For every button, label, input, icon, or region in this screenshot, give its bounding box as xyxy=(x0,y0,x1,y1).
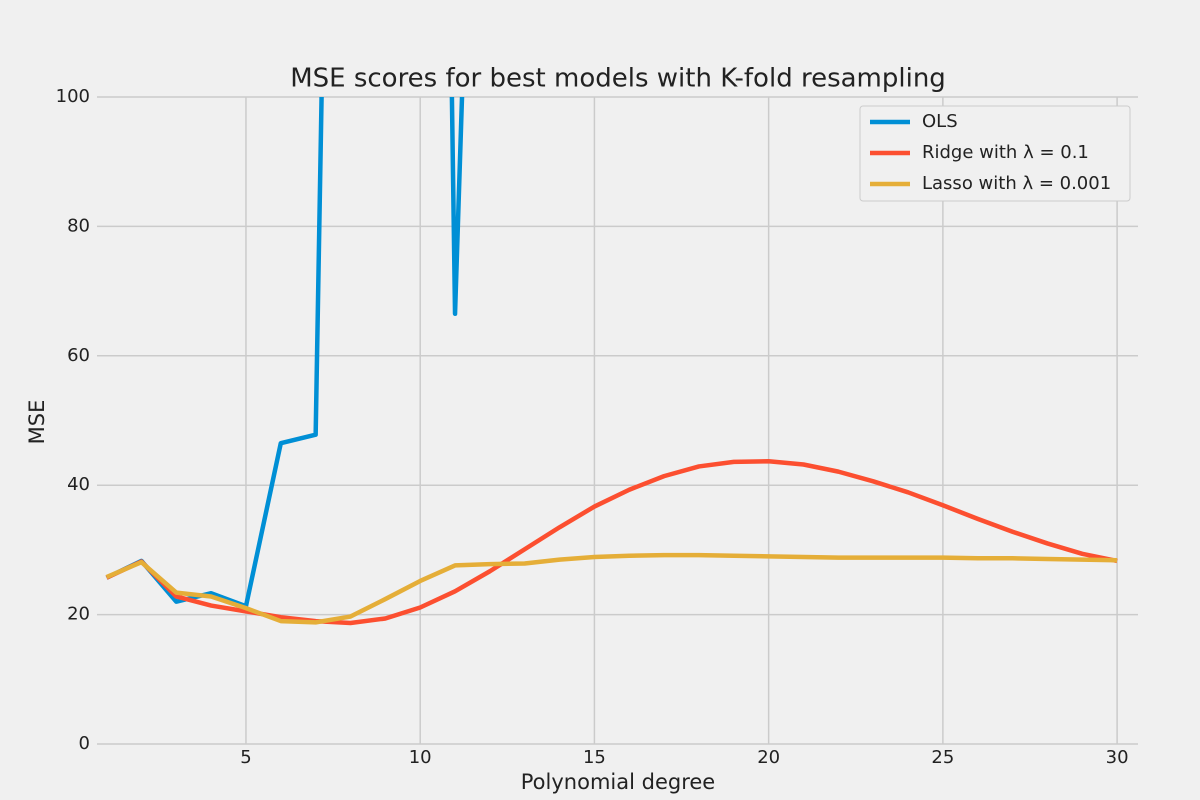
series-line xyxy=(105,552,1118,625)
x-axis-label: Polynomial degree xyxy=(521,770,715,794)
x-tick-label: 15 xyxy=(583,747,606,768)
y-tick-label: 20 xyxy=(67,604,90,625)
y-tick-label: 40 xyxy=(67,474,90,495)
y-tick-label: 60 xyxy=(67,345,90,366)
legend-label: Lasso with λ = 0.001 xyxy=(922,173,1111,194)
x-tick-label: 5 xyxy=(240,747,251,768)
x-tick-label: 20 xyxy=(757,747,780,768)
plot-area xyxy=(105,97,1118,626)
legend-label: Ridge with λ = 0.1 xyxy=(922,142,1089,163)
y-tick-label: 0 xyxy=(79,733,90,754)
legend-label: OLS xyxy=(922,111,958,132)
legend: OLS Ridge with λ = 0.1 Lasso with λ = 0.00… xyxy=(859,105,1131,202)
y-tick-label: 80 xyxy=(67,215,90,236)
x-tick-label: 10 xyxy=(409,747,432,768)
legend-box xyxy=(859,105,1131,202)
x-tick-label: 25 xyxy=(931,747,954,768)
x-tick-label: 30 xyxy=(1106,747,1129,768)
series-line xyxy=(105,459,1118,626)
chart-title: MSE scores for best models with K-fold r… xyxy=(290,64,946,94)
y-tick-label: 100 xyxy=(56,86,90,107)
y-axis-label: MSE xyxy=(25,400,49,445)
